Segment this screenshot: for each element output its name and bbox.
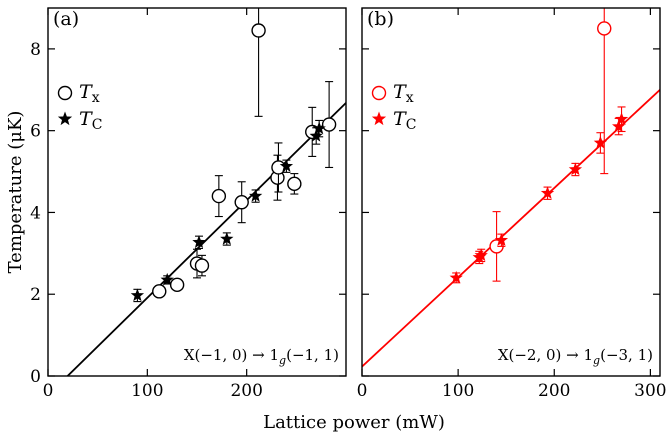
- point-b-tc-4: [540, 186, 555, 199]
- point-a-tc-2: [192, 235, 206, 248]
- legend-marker-tx-b: [371, 85, 387, 101]
- point-a-tc-1: [160, 272, 174, 286]
- point-b-tc-2: [474, 248, 488, 262]
- x-axis-title: Lattice power (mW): [263, 412, 445, 433]
- frame-b: [361, 7, 661, 377]
- point-b-tx-1: [597, 21, 612, 36]
- point-a-tc-5: [279, 159, 294, 172]
- point-a-tc-0: [130, 288, 145, 302]
- point-b-tc-7: [612, 119, 626, 133]
- point-b-tc-3: [494, 233, 509, 246]
- legend-marker-tc-b: [371, 111, 387, 126]
- panel-label-a: (a): [53, 8, 79, 30]
- point-b-tc-5: [568, 162, 583, 176]
- panel-label-b: (b): [367, 8, 394, 30]
- point-a-tx-3: [194, 258, 210, 273]
- x-tick-label-b-2: 200: [538, 381, 570, 401]
- transition-label-b: X(−2, 0) → 1g(−3, 1): [498, 346, 653, 367]
- point-b-tc-0: [449, 270, 463, 284]
- point-a-tc-3: [220, 232, 234, 245]
- legend-label-tx-a: Tx: [79, 81, 100, 106]
- transition-label-a: X(−1, 0) → 1g(−1, 1): [184, 346, 339, 367]
- x-tick-label-a-1: 100: [131, 381, 163, 401]
- point-a-tx-0: [152, 284, 167, 299]
- x-tick-label-a-0: 0: [43, 381, 54, 401]
- legend-label-tc-a: TC: [79, 108, 102, 133]
- point-a-tc-7: [312, 121, 326, 135]
- data-layer-b: [362, 8, 660, 368]
- point-a-tx-1: [169, 277, 185, 293]
- legend-marker-tx-a: [57, 85, 73, 101]
- fit-line-b: [362, 89, 660, 368]
- point-a-tx-6: [251, 23, 266, 38]
- point-a-tx-11: [321, 117, 337, 132]
- x-tick-label-b-3: 300: [634, 381, 666, 401]
- x-tick-label-b-0: 0: [357, 381, 368, 401]
- point-a-tc-4: [248, 189, 263, 202]
- point-b-tc-8: [614, 112, 629, 125]
- legend-marker-tc-a: [57, 111, 73, 126]
- y-tick-label-4: 8: [30, 40, 41, 60]
- y-tick-label-0: 0: [30, 367, 41, 387]
- point-a-tx-5: [234, 195, 249, 210]
- point-a-tc-6: [309, 128, 323, 142]
- data-layer-a: [66, 8, 346, 376]
- y-axis-title: Temperature (μK): [5, 111, 26, 274]
- legend-label-tx-b: Tx: [393, 81, 414, 106]
- point-a-tx-4: [211, 188, 227, 204]
- x-tick-label-a-2: 200: [230, 381, 262, 401]
- frame-a: [47, 7, 347, 377]
- point-b-tc-6: [593, 135, 608, 149]
- legend-label-tc-b: TC: [393, 108, 416, 133]
- x-tick-label-b-1: 100: [442, 381, 474, 401]
- point-a-tx-9: [287, 176, 302, 192]
- y-tick-label-3: 6: [30, 122, 41, 142]
- y-tick-label-2: 4: [30, 203, 41, 223]
- y-tick-label-1: 2: [30, 285, 41, 305]
